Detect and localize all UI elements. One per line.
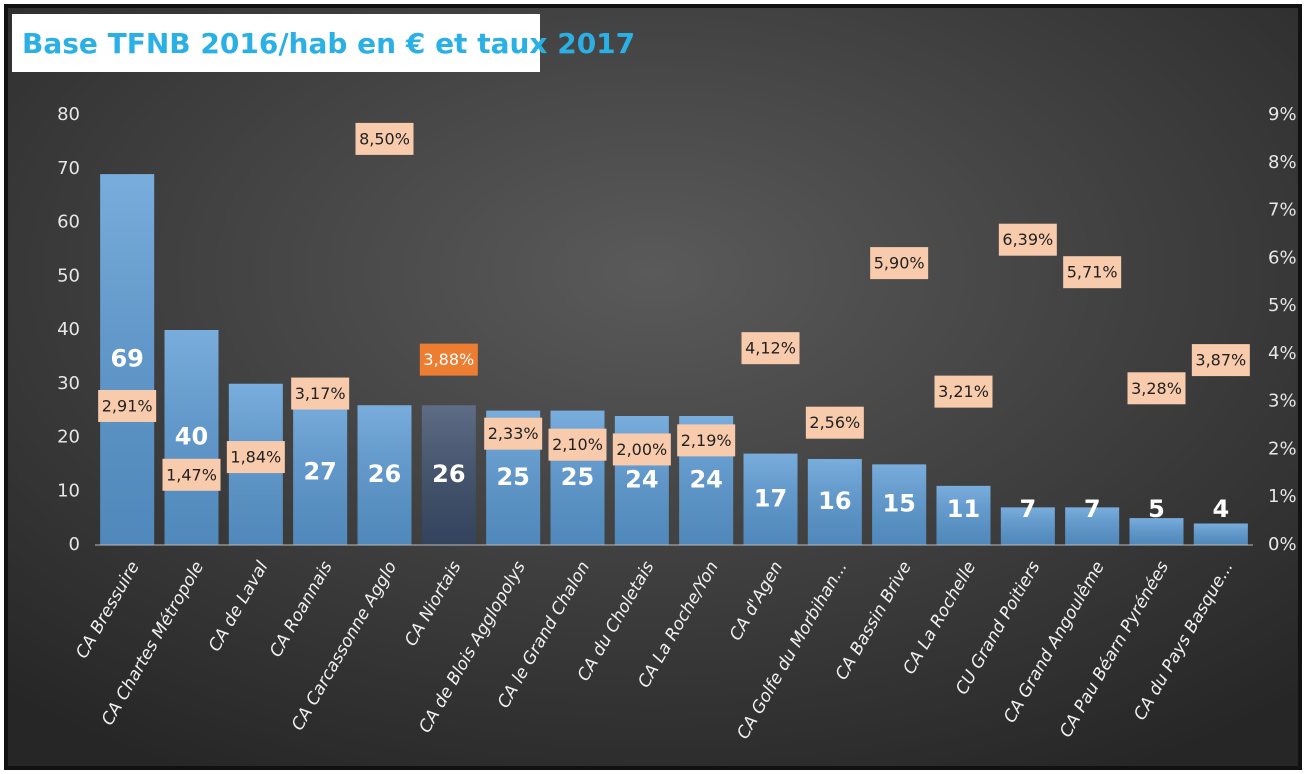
bar-value-label: 16 [818,487,851,515]
rate-label-box [548,428,607,461]
bar-shine [293,399,348,545]
y-tick-label: 10 [57,480,80,501]
bar-shine [936,485,991,545]
bar-value-label: 7 [1019,495,1036,523]
plot: 010203040506070800%1%2%3%4%5%6%7%8%9%CA … [57,104,1296,743]
rate-label: 3,88% [423,350,474,369]
y2-tick-label: 0% [1268,534,1297,555]
y-tick-label: 60 [57,212,80,233]
bar-shine [1000,507,1055,545]
rate-label-box [998,223,1057,256]
rate-label: 3,21% [938,382,989,401]
rate-label-box [484,417,543,450]
rate-label-box [612,433,671,466]
y-tick-label: 30 [57,373,80,394]
bar-value-label: 40 [175,423,208,451]
bar-value-label: 11 [947,495,980,523]
y2-tick-label: 1% [1268,486,1297,507]
rate-label-box [355,122,414,155]
bar-value-label: 4 [1212,495,1229,523]
rate-label-box [1127,372,1186,405]
bar-value-label: 27 [303,457,336,485]
bar-value-label: 5 [1148,495,1165,523]
rate-label-box [226,441,285,474]
y2-tick-label: 4% [1268,343,1297,364]
bar-shine [164,330,219,545]
chart-title: Base TFNB 2016/hab en € et taux 2017 [22,27,635,60]
bar-shine [807,459,862,545]
bar-value-label: 17 [754,484,787,512]
bar-shine [421,405,476,545]
bar-value-label: 26 [432,460,465,488]
y2-tick-label: 6% [1268,247,1297,268]
rate-label-box [934,375,993,408]
y-tick-label: 80 [57,104,80,125]
rate-label-box [291,377,350,410]
y-tick-label: 50 [57,265,80,286]
bar-shine [1193,523,1248,545]
rate-label: 3,87% [1195,351,1246,370]
y-tick-label: 40 [57,319,80,340]
rate-label-box [870,247,929,280]
bar-shine [357,405,412,545]
bar-value-label: 25 [561,463,594,491]
bar-value-label: 24 [625,466,658,494]
bar-shine [872,464,927,545]
y2-tick-label: 2% [1268,438,1297,459]
rate-label-box [805,406,864,439]
rate-label-box [419,343,478,376]
bar-value-label: 7 [1084,495,1101,523]
bar-value-label: 25 [496,463,529,491]
rate-label-box [1191,344,1250,377]
rate-label: 2,56% [809,413,860,432]
rate-label: 2,19% [681,431,732,450]
y2-tick-label: 3% [1268,391,1297,412]
rate-label-box [677,424,736,457]
rate-label-box [98,389,157,422]
rate-label: 1,84% [230,448,281,467]
rate-label-box [162,458,221,491]
rate-label: 8,50% [359,129,410,148]
y-tick-label: 70 [57,158,80,179]
rate-label: 2,10% [552,435,603,454]
bar-shine [1129,518,1184,545]
y2-tick-label: 8% [1268,152,1297,173]
rate-label: 2,33% [488,424,539,443]
y2-tick-label: 9% [1268,104,1297,125]
bar-shine [100,174,155,545]
rate-label: 2,00% [616,440,667,459]
background [4,4,1302,770]
bar-shine [1065,507,1120,545]
y2-tick-label: 7% [1268,200,1297,221]
bar-value-label: 69 [110,345,143,373]
y-tick-label: 0 [69,534,80,555]
bar-value-label: 15 [882,490,915,518]
bar-value-label: 24 [689,466,722,494]
bar-value-label: 26 [368,460,401,488]
y-tick-label: 20 [57,427,80,448]
rate-label: 3,28% [1131,379,1182,398]
rate-label: 4,12% [745,339,796,358]
rate-label: 5,71% [1067,263,1118,282]
rate-label-box [1063,256,1122,289]
rate-label-box [741,332,800,365]
rate-label: 2,91% [102,396,153,415]
y2-tick-label: 5% [1268,295,1297,316]
rate-label: 6,39% [1002,230,1053,249]
rate-label: 3,17% [295,384,346,403]
title-box [12,14,540,72]
rate-label: 1,47% [166,465,217,484]
bar-shine [743,453,798,545]
rate-label: 5,90% [874,254,925,273]
